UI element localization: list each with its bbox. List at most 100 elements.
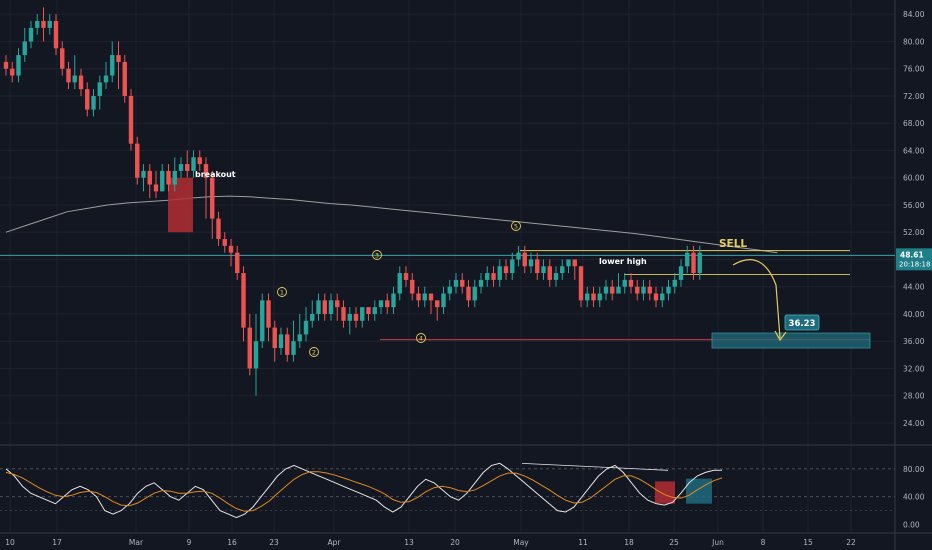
candle-body	[685, 252, 690, 267]
candle-body	[553, 273, 559, 280]
candle-body	[628, 279, 634, 287]
y-tick-label: 32.00	[903, 364, 925, 373]
x-tick-label: 17	[52, 538, 62, 547]
candle-body	[591, 293, 596, 301]
candle	[372, 300, 377, 321]
candle-body	[116, 55, 121, 62]
annotations: breakout 1 2 3 4 5 lower high SELL 36.23	[195, 170, 820, 357]
osc-y-tick-label: 40.00	[903, 493, 925, 502]
candle	[460, 273, 465, 294]
candle	[435, 300, 440, 321]
candle	[166, 164, 171, 192]
candle	[185, 150, 190, 178]
wave-circle	[277, 287, 287, 297]
current-price-tag-bg	[896, 248, 932, 271]
x-tick-label: 9	[187, 538, 192, 547]
candle	[172, 157, 177, 192]
candle	[216, 211, 221, 246]
y-tick-label: 72.00	[903, 92, 925, 101]
candle	[428, 293, 434, 314]
current-price-countdown: 20:18:18	[899, 260, 930, 268]
candle-body	[347, 313, 352, 321]
candle-body	[622, 279, 627, 287]
candle	[341, 300, 346, 328]
candle-body	[60, 48, 65, 69]
candle-body	[635, 286, 640, 294]
candle-body	[478, 279, 484, 287]
candle-body	[247, 327, 252, 369]
wave-number: 5	[514, 223, 518, 231]
candle-body	[166, 170, 171, 185]
candle-body	[97, 82, 102, 96]
candle	[178, 157, 184, 178]
candle-body	[691, 252, 696, 274]
wave-number: 2	[312, 349, 316, 357]
wave-marker: 3	[372, 250, 382, 260]
candle	[103, 61, 109, 90]
current-price-value: 48.61	[900, 250, 924, 259]
candle-body	[10, 68, 15, 76]
candle	[16, 48, 21, 83]
candle	[378, 300, 384, 314]
candle-body	[266, 300, 271, 328]
candle-body	[310, 313, 315, 321]
candle	[197, 150, 202, 171]
candle	[641, 279, 646, 301]
candle	[41, 7, 46, 42]
candle-body	[178, 164, 184, 171]
candle	[153, 170, 159, 199]
candle-body	[497, 266, 502, 280]
candle-body	[441, 293, 446, 308]
y-tick-label: 76.00	[903, 65, 925, 74]
candle-body	[91, 95, 96, 110]
candle-body	[35, 21, 40, 28]
candle-body	[291, 341, 296, 355]
candle-body	[472, 286, 477, 301]
candle	[666, 279, 671, 301]
candle	[297, 313, 302, 349]
x-tick-label: 16	[227, 538, 237, 547]
candle-body	[385, 300, 390, 308]
candle	[491, 266, 496, 287]
moving-average	[5, 195, 778, 254]
candle-body	[378, 300, 384, 308]
candle	[303, 307, 309, 342]
candle	[672, 273, 677, 294]
candle	[566, 259, 571, 274]
candle	[291, 320, 296, 362]
candle-body	[328, 300, 334, 314]
stochastic-panel	[0, 462, 895, 519]
wave-circle	[372, 250, 382, 260]
x-tick-label: 25	[669, 538, 679, 547]
target-label: 36.23	[784, 314, 820, 331]
candle-body	[66, 68, 71, 83]
candle	[528, 252, 534, 274]
candle-body	[85, 89, 90, 110]
candle-body	[272, 327, 277, 349]
candle	[516, 245, 521, 267]
candle	[28, 21, 34, 49]
candle	[366, 307, 371, 321]
candle	[110, 41, 115, 83]
y-tick-label: 84.00	[903, 10, 925, 19]
candle	[347, 307, 352, 335]
candle-body	[453, 279, 459, 287]
candle	[266, 293, 271, 342]
candle-body	[416, 293, 421, 301]
candle	[410, 273, 415, 301]
x-tick-label: 20	[450, 538, 460, 547]
candle	[585, 286, 590, 308]
y-tick-label: 52.00	[903, 228, 925, 237]
candle	[603, 279, 609, 301]
candle	[222, 232, 227, 253]
y-tick-label: 56.00	[903, 201, 925, 210]
candle	[66, 61, 71, 90]
wave-circle	[309, 347, 319, 357]
y-tick-label: 44.00	[903, 283, 925, 292]
candle-body	[135, 143, 140, 178]
candle-body	[460, 279, 465, 287]
x-tick-label: Jun	[711, 538, 724, 547]
candle-body	[610, 286, 615, 294]
sell-label: SELL	[719, 238, 747, 250]
